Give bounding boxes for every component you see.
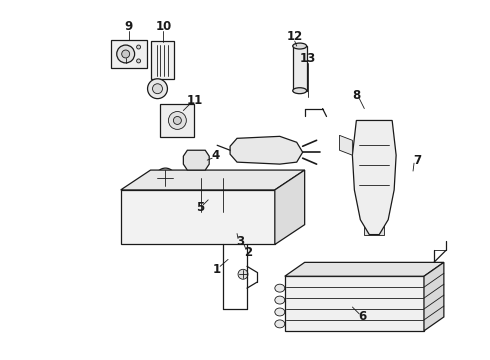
Circle shape [137, 231, 145, 239]
Text: 4: 4 [211, 149, 220, 162]
Ellipse shape [293, 88, 307, 94]
Circle shape [238, 269, 248, 279]
Polygon shape [121, 170, 305, 190]
Polygon shape [424, 262, 444, 331]
Text: 1: 1 [213, 263, 221, 276]
Ellipse shape [201, 207, 223, 216]
Bar [111, 40, 147, 68]
Text: 8: 8 [352, 89, 361, 102]
Circle shape [173, 117, 181, 125]
Circle shape [147, 79, 168, 99]
Circle shape [155, 168, 175, 188]
Text: 10: 10 [155, 20, 172, 33]
Polygon shape [285, 276, 424, 331]
Ellipse shape [275, 296, 285, 304]
Text: 7: 7 [413, 154, 421, 167]
Circle shape [152, 84, 163, 94]
Circle shape [197, 179, 203, 185]
Circle shape [122, 50, 130, 58]
Circle shape [117, 45, 135, 63]
Polygon shape [121, 190, 275, 244]
Text: 5: 5 [196, 201, 204, 214]
Bar [161, 104, 195, 137]
Text: 9: 9 [124, 20, 133, 33]
Polygon shape [340, 135, 352, 155]
Text: 12: 12 [287, 30, 303, 42]
Circle shape [161, 173, 171, 183]
Polygon shape [230, 136, 303, 164]
Polygon shape [352, 121, 396, 235]
Ellipse shape [201, 186, 223, 195]
Polygon shape [285, 262, 444, 276]
Ellipse shape [275, 284, 285, 292]
Text: 2: 2 [244, 246, 252, 259]
Circle shape [137, 45, 141, 49]
Circle shape [251, 231, 259, 239]
Circle shape [193, 175, 207, 189]
Bar [150, 41, 174, 79]
Polygon shape [183, 150, 209, 170]
Polygon shape [275, 170, 305, 244]
Bar [293, 46, 307, 91]
Bar [365, 217, 384, 235]
Circle shape [137, 59, 141, 63]
Text: 6: 6 [358, 310, 367, 323]
Ellipse shape [201, 180, 223, 188]
Ellipse shape [275, 320, 285, 328]
Text: 13: 13 [299, 53, 316, 66]
Circle shape [169, 112, 186, 129]
Text: 3: 3 [236, 235, 244, 248]
Text: 11: 11 [187, 94, 203, 107]
Ellipse shape [201, 193, 223, 202]
Ellipse shape [275, 308, 285, 316]
Ellipse shape [293, 43, 307, 49]
Ellipse shape [201, 201, 223, 209]
